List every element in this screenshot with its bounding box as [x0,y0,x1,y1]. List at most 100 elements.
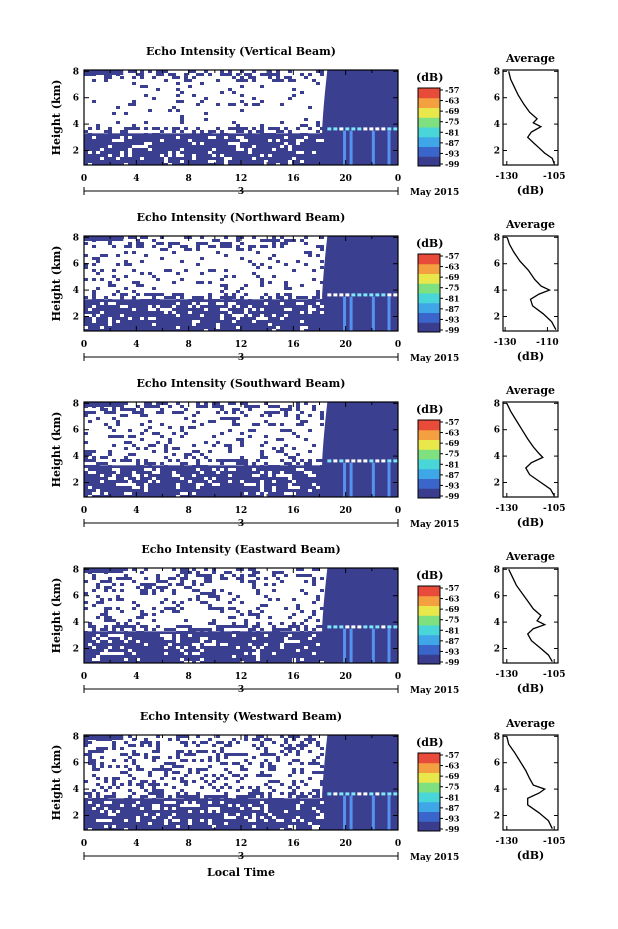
heatmap-cell [292,622,296,625]
heatmap-cell [316,619,320,622]
heatmap-cell [240,459,244,462]
heatmap-cell [188,750,192,753]
heatmap-cell [192,795,196,798]
colorbar-frame [417,87,441,167]
heatmap-cell [292,447,296,450]
heatmap-cell [288,76,292,79]
heatmap-cell [148,744,152,747]
heatmap-cell [280,408,284,411]
heatmap-cell [120,634,124,637]
heatmap-cell [244,308,248,311]
average-y-tick-label: 4 [494,120,500,130]
average-y-tick-label: 2 [494,811,500,821]
heatmap-cell [192,76,196,79]
heatmap-cell [208,459,212,462]
panel-2: Echo Intensity (Northward Beam)2468Heigh… [50,211,559,364]
panel-4: Echo Intensity (Eastward Beam)2468Height… [50,543,565,696]
heatmap-cell [112,777,116,780]
heatmap-cell [188,571,192,574]
heatmap-cell [284,408,288,411]
heatmap-cell [228,88,232,91]
heatmap-cell [240,148,244,151]
heatmap-cell [88,759,92,762]
heatmap-cell [196,750,200,753]
heatmap-cell [148,771,152,774]
x-tick-label: 20 [339,839,352,849]
heatmap-cell [300,819,304,822]
heatmap-cell [224,813,228,816]
heatmap-cell [204,780,208,783]
heatmap-cell [248,299,252,302]
heatmap-cell [351,459,356,463]
heatmap-cell [276,139,280,142]
heatmap-cell [92,759,96,762]
heatmap-cell [108,580,112,583]
colorbar-segment [418,254,440,265]
heatmap-cell [316,302,320,305]
heatmap-cell [280,798,284,801]
heatmap-cell [152,759,156,762]
echo-top-strip [84,568,124,573]
heatmap-cell [140,571,144,574]
colorbar-tick-label: -81 [445,293,459,303]
heatmap-cell [124,130,128,133]
heatmap-cell [88,308,92,311]
heatmap-cell [256,266,260,269]
heatmap-cell [236,417,240,420]
heatmap-cell [164,634,168,637]
heatmap-cell [188,631,192,634]
heatmap-cell [112,444,116,447]
colorbar-segment [418,792,440,803]
date-month-label: May 2015 [410,853,459,863]
heatmap-cell [320,589,324,592]
heatmap-cell [112,747,116,750]
heatmap-cell [144,625,148,628]
heatmap-cell [224,643,228,646]
heatmap-cell [156,293,160,296]
heatmap-cell [248,792,252,795]
heatmap-cell [252,483,256,486]
heatmap-cell [180,121,184,124]
heatmap-cell [256,786,260,789]
heatmap-cell [268,139,272,142]
heatmap-cell [288,287,292,290]
heatmap-cell [92,320,96,323]
heatmap-cell [252,807,256,810]
heatmap-cell [232,655,236,658]
heatmap-cell [292,747,296,750]
heatmap-cell [312,299,316,302]
heatmap-cell [140,299,144,302]
heatmap-cell [232,103,236,106]
heatmap-cell [228,786,232,789]
heatmap-cell [280,103,284,106]
heatmap-cell [108,133,112,136]
heatmap-cell [316,245,320,248]
heatmap-cell [300,792,304,795]
heatmap-cell [308,465,312,468]
heatmap-cell [96,127,100,130]
heatmap-cell [140,414,144,417]
heatmap-cell [244,465,248,468]
heatmap-cell [240,79,244,82]
heatmap-cell [244,622,248,625]
heatmap-cell [260,765,264,768]
heatmap-cell [180,780,184,783]
heatmap-cell [188,771,192,774]
heatmap-cell [136,631,140,634]
heatmap-cell [304,133,308,136]
heatmap-cell [88,127,92,130]
heatmap-cell [280,571,284,574]
heatmap-cell [180,118,184,121]
heatmap-cell [276,411,280,414]
heatmap-cell [156,789,160,792]
heatmap-cell [128,789,132,792]
heatmap-cell [100,762,104,765]
heatmap-cell [128,798,132,801]
heatmap-cell [88,571,92,574]
heatmap-cell [196,245,200,248]
heatmap-cell [264,411,268,414]
heatmap-cell [208,756,212,759]
heatmap-cell [196,768,200,771]
colorbar-segment [418,644,440,655]
heatmap-cell [140,780,144,783]
